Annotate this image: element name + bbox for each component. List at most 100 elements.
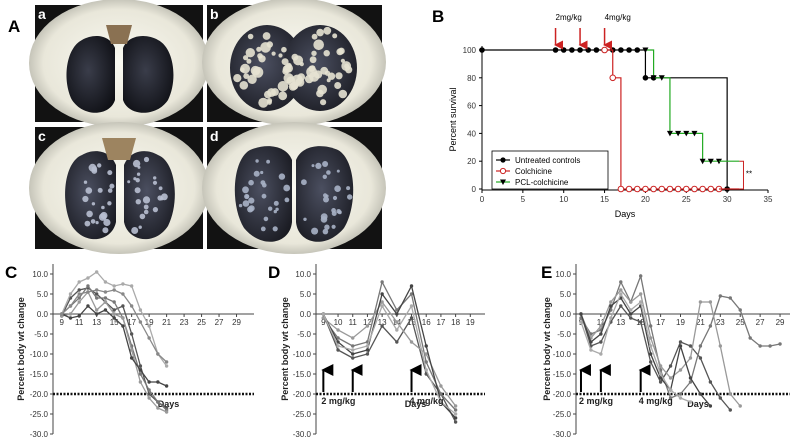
x-tick-label: 20 (641, 195, 650, 204)
data-point (77, 292, 81, 296)
data-point (156, 380, 160, 384)
data-point (668, 388, 673, 392)
tumor-nodule (344, 63, 350, 69)
y-tick-label: 100 (463, 46, 477, 55)
survival-chart: 0 20 40 60 80 100 0 5 10 15 20 25 30 35 Days Percent su… (448, 13, 773, 219)
data-point (609, 74, 617, 82)
x-tick-label: 11 (597, 318, 606, 327)
tumor-nodule (258, 97, 269, 108)
data-point (112, 288, 116, 292)
tumor-nodule (85, 187, 93, 194)
data-point (638, 292, 643, 296)
data-point (699, 185, 706, 193)
photo-label-b: b (210, 6, 219, 22)
data-point (642, 47, 649, 53)
data-point (94, 296, 99, 300)
data-point (738, 404, 742, 408)
tumor-nodule (347, 194, 353, 200)
data-point (698, 344, 703, 348)
y-tick-label: 5.0 (37, 290, 49, 299)
photo-label-d: d (210, 128, 219, 144)
y-tick-label: -30.0 (553, 430, 572, 439)
data-point (86, 304, 90, 308)
panel-label-d: D (268, 263, 280, 282)
tumor-nodule (281, 58, 289, 66)
data-point (365, 344, 370, 348)
data-point (112, 284, 116, 288)
data-point (395, 312, 399, 316)
data-point (77, 300, 81, 304)
data-point (321, 312, 326, 316)
data-point (585, 47, 592, 53)
y-tick-label: -25.0 (30, 410, 49, 419)
tumor-nodule (238, 203, 243, 208)
data-point (698, 300, 703, 304)
tumor-nodule (161, 193, 168, 201)
panel-label-a: A (8, 17, 20, 36)
tumor-nodule (322, 161, 329, 167)
tumor-nodule (109, 183, 115, 189)
series-line (580, 292, 691, 403)
tumor-nodule (247, 206, 254, 213)
tumor-nodule (143, 156, 150, 163)
data-point (156, 400, 160, 404)
data-point (708, 404, 713, 408)
tumor-nodule (260, 170, 264, 175)
data-point (688, 376, 693, 380)
x-tick-label: 5 (521, 195, 526, 204)
tumor-nodule (332, 33, 338, 39)
data-point (147, 336, 151, 340)
data-point (728, 408, 732, 412)
data-point (648, 352, 653, 356)
data-point (708, 324, 713, 328)
tumor-nodule (153, 176, 157, 180)
data-point (351, 352, 355, 356)
data-point (638, 320, 643, 324)
data-point (708, 380, 713, 384)
data-point (138, 308, 143, 312)
tumor-nodule (334, 185, 341, 192)
data-point (629, 312, 633, 316)
legend-label: Untreated controls (515, 156, 580, 165)
y-tick-label: -25.0 (553, 410, 572, 419)
data-point (619, 280, 623, 284)
tumor-nodule (250, 65, 261, 76)
tumor-nodule (246, 58, 252, 64)
tumor-nodule (324, 224, 330, 230)
tumor-nodule (283, 184, 291, 192)
tumor-nodule (273, 200, 279, 206)
data-point (683, 130, 690, 137)
data-point (439, 392, 443, 396)
weight-chart-e: -30.0-25.0-20.0-15.0-10.0-5.00.05.010.09… (542, 264, 790, 439)
x-tick-label: 23 (716, 318, 725, 327)
data-point (86, 276, 90, 280)
data-point (599, 324, 603, 328)
x-tick-label: 17 (127, 318, 136, 327)
data-point (601, 46, 608, 54)
tumor-nodule (323, 193, 328, 198)
data-point (728, 296, 732, 300)
data-point (380, 292, 384, 296)
dose-annotation: 4mg/kg (605, 13, 631, 22)
data-point (698, 356, 703, 360)
data-point (121, 292, 125, 296)
data-point (121, 324, 125, 328)
data-point (609, 304, 613, 308)
tumor-nodule (306, 66, 317, 78)
data-point (678, 392, 683, 396)
data-point (599, 352, 603, 356)
data-point (648, 360, 653, 364)
tumor-nodule (295, 77, 305, 87)
data-point (164, 364, 169, 368)
data-point (453, 420, 458, 424)
tumor-nodule (158, 186, 163, 191)
dose-label: 2 mg/kg (321, 396, 355, 406)
data-point (164, 360, 169, 364)
tumor-nodule (323, 26, 332, 35)
data-point (650, 75, 657, 81)
x-tick-label: 25 (736, 318, 745, 327)
tumor-nodule (332, 195, 338, 201)
y-tick-label: -30.0 (293, 430, 312, 439)
y-tick-label: 5.0 (300, 290, 312, 299)
data-point (708, 300, 713, 304)
